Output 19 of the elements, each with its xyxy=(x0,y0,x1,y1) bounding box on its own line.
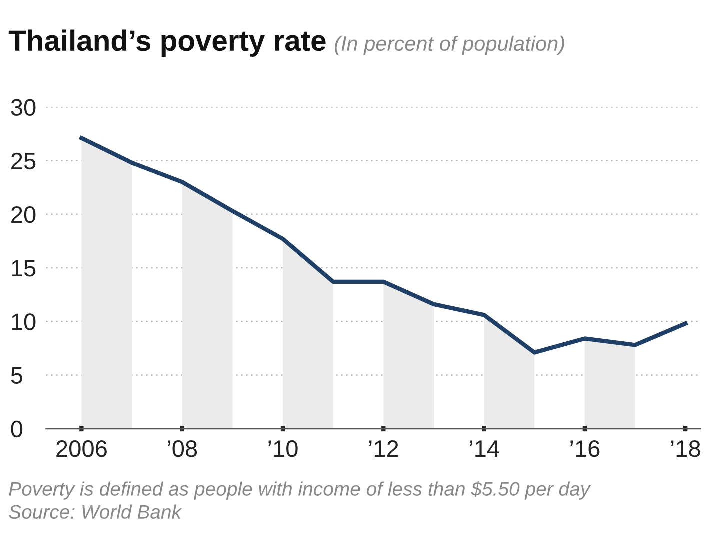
x-tick-label: ’14 xyxy=(470,440,500,458)
line-series xyxy=(80,136,688,355)
y-tick-label: 5 xyxy=(11,368,23,384)
y-tick-label: 20 xyxy=(12,206,36,224)
text: Poverty is defined as people with income of less than $5.50 per day xyxy=(9,481,592,500)
y-tick-label: 0 xyxy=(11,420,23,438)
x-tick-label: ’16 xyxy=(570,440,600,458)
chart-subtitle: (In percent of population) xyxy=(334,36,564,56)
x-tick-label: ’08 xyxy=(168,440,198,458)
chart-title: Thailand’s poverty rate xyxy=(8,30,326,57)
source-note: Source: World Bank xyxy=(9,504,182,520)
x-tick-label: 2006 xyxy=(56,440,107,458)
x-tick-label: ’18 xyxy=(671,440,700,458)
x-tick-label: ’10 xyxy=(268,440,298,458)
x-tick-label: ’12 xyxy=(369,440,398,458)
y-tick-label: 30 xyxy=(11,99,36,116)
y-tick-label: 25 xyxy=(12,152,36,170)
y-tick-label: 10 xyxy=(12,314,36,330)
y-tick-label: 15 xyxy=(12,260,36,277)
